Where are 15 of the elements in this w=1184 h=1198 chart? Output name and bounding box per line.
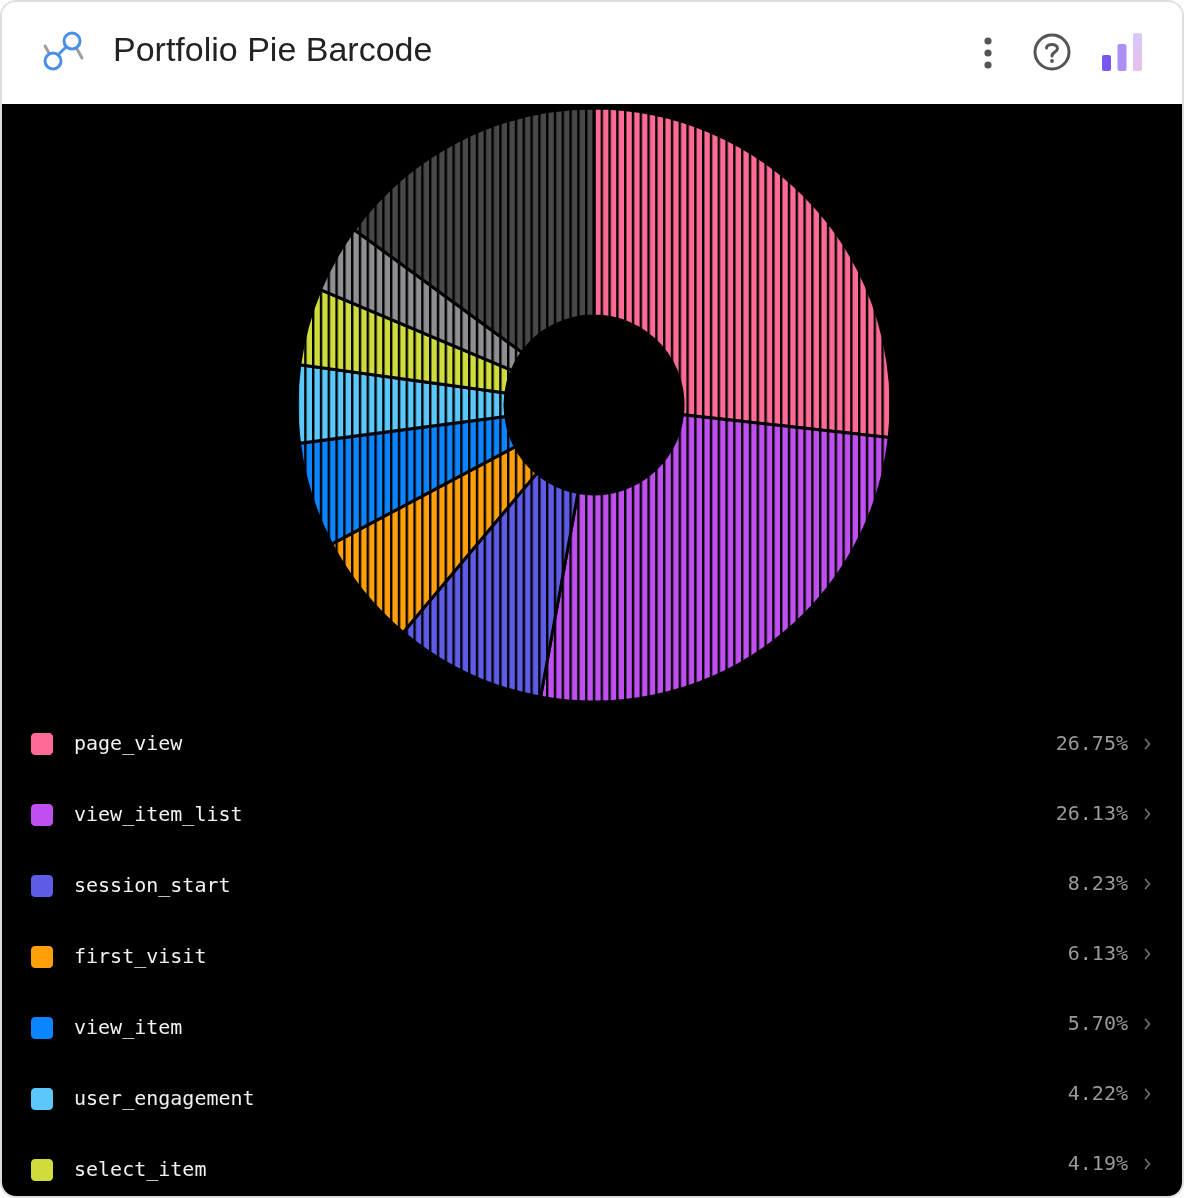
- data-label: 8.23%: [1067, 871, 1128, 895]
- legend-label: page_view: [74, 731, 184, 755]
- legend-label: first_visit: [74, 944, 207, 968]
- legend-label: user_engagement: [74, 1086, 255, 1110]
- chart-title: Portfolio Pie Barcode: [113, 30, 433, 68]
- legend-label: session_start: [74, 873, 231, 897]
- data-label: 26.13%: [1055, 801, 1128, 825]
- legend-label: view_item_list: [74, 802, 243, 826]
- data-label: 4.22%: [1067, 1081, 1128, 1105]
- data-label: 5.70%: [1067, 1011, 1128, 1035]
- data-label: 26.75%: [1055, 731, 1128, 755]
- data-label: 6.13%: [1067, 941, 1128, 965]
- legend-label: view_item: [74, 1015, 183, 1039]
- legend-label: select_item: [74, 1157, 207, 1181]
- data-label: 4.19%: [1067, 1151, 1128, 1175]
